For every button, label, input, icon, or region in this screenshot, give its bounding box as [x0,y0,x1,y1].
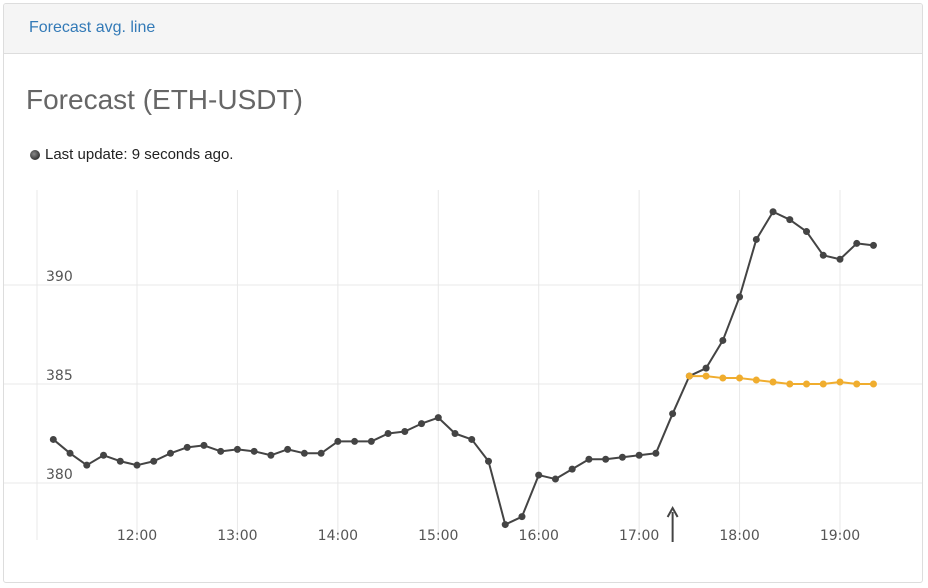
forecast-data-point [752,376,760,384]
actual-data-point [351,437,359,445]
actual-data-point [836,255,844,263]
x-tick-label: 16:00 [519,528,559,544]
forecast-data-point [853,380,861,388]
actual-data-point [769,208,777,216]
actual-data-point [669,410,677,418]
forecast-data-point [769,378,777,386]
actual-data-point [719,336,727,344]
actual-data-point [518,513,526,521]
actual-data-point [317,449,325,457]
chart-title: Forecast (ETH-USDT) [26,84,303,115]
actual-data-point [786,216,794,224]
actual-data-point [267,451,275,459]
forecast-data-point [786,380,794,388]
actual-data-point [635,451,643,459]
actual-data-point [568,465,576,473]
actual-data-point [49,435,57,443]
y-tick-label: 385 [46,368,73,384]
actual-data-point [166,449,174,457]
actual-data-point [150,457,158,465]
actual-data-point [66,449,74,457]
actual-data-point [367,437,375,445]
y-tick-label: 390 [46,269,73,285]
actual-data-point [300,449,308,457]
last-update-text: Last update: 9 seconds ago. [45,146,234,163]
actual-data-point [752,235,760,243]
actual-data-point [133,461,141,469]
actual-data-point [535,471,543,479]
x-tick-label: 19:00 [820,528,860,544]
x-tick-label: 12:00 [117,528,157,544]
forecast-data-point [836,378,844,386]
actual-data-point [602,455,610,463]
forecast-data-point [819,380,827,388]
actual-series-line [52,210,874,526]
now-marker-arrow-icon [666,505,679,518]
actual-data-point [233,445,241,453]
actual-data-point [618,453,626,461]
actual-data-point [418,420,426,428]
actual-data-point [551,475,559,483]
actual-data-point [585,455,593,463]
forecast-panel: Forecast avg. line [3,3,923,583]
actual-data-point [451,430,459,437]
x-tick-label: 15:00 [418,528,458,544]
actual-data-point [501,521,509,529]
actual-data-point [284,445,292,453]
actual-data-point [434,414,442,422]
status-dot-icon [30,149,40,160]
forecast-data-point [736,374,744,382]
actual-data-point [853,239,861,247]
forecast-avg-line-link[interactable]: Forecast avg. line [29,19,156,36]
forecast-data-point [803,380,811,388]
forecast-data-point [685,372,693,380]
actual-data-point [116,457,124,465]
y-tick-label: 380 [46,467,73,483]
panel-heading: Forecast avg. line [4,4,922,54]
actual-data-point [652,449,660,457]
actual-data-point [401,428,409,436]
x-tick-label: 18:00 [719,528,759,544]
actual-data-point [183,443,191,451]
actual-data-point [100,451,108,459]
actual-data-point [736,293,744,301]
actual-data-point [702,364,710,372]
forecast-data-point [702,372,710,380]
actual-data-point [485,457,492,465]
forecast-data-point [869,380,877,388]
x-tick-label: 13:00 [217,528,257,544]
actual-data-point [250,447,258,455]
forecast-data-point [719,374,727,382]
actual-data-point [819,251,827,259]
actual-data-point [200,441,208,449]
actual-data-point [334,437,342,445]
actual-data-point [217,447,225,455]
x-tick-label: 17:00 [619,528,659,544]
actual-data-point [869,241,877,249]
actual-data-point [468,435,476,443]
forecast-series-line [689,375,874,385]
actual-data-point [384,430,392,437]
x-tick-label: 14:00 [318,528,358,544]
last-update-status: Last update: 9 seconds ago. [30,146,233,163]
actual-data-point [803,228,811,236]
actual-data-point [83,461,91,469]
